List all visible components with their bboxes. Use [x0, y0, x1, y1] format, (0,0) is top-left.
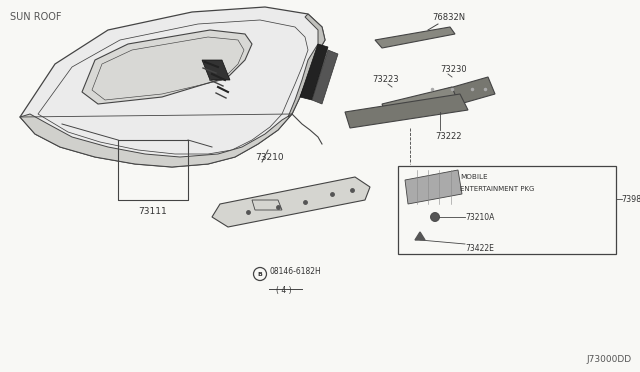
Text: ( 4 ): ( 4 )	[276, 286, 292, 295]
Polygon shape	[288, 14, 325, 117]
Text: 73210: 73210	[255, 153, 284, 162]
Polygon shape	[20, 7, 325, 167]
Text: 73223: 73223	[372, 75, 399, 84]
Text: MOBILE: MOBILE	[460, 174, 488, 180]
Polygon shape	[312, 50, 338, 104]
Polygon shape	[418, 77, 495, 114]
Text: 73422E: 73422E	[465, 244, 494, 253]
Text: 73980U: 73980U	[621, 195, 640, 204]
Polygon shape	[405, 170, 462, 204]
Text: ENTERTAINMENT PKG: ENTERTAINMENT PKG	[460, 186, 534, 192]
Text: 76832N: 76832N	[432, 13, 465, 22]
Polygon shape	[20, 114, 292, 167]
Text: B: B	[257, 272, 262, 276]
Polygon shape	[300, 44, 328, 100]
Text: J73000DD: J73000DD	[587, 355, 632, 364]
Text: 73230: 73230	[440, 65, 467, 74]
Polygon shape	[415, 232, 425, 240]
Text: 73210A: 73210A	[465, 212, 494, 221]
Polygon shape	[375, 27, 455, 48]
Polygon shape	[382, 87, 458, 120]
Text: 08146-6182H: 08146-6182H	[269, 266, 321, 276]
Polygon shape	[345, 94, 468, 128]
Polygon shape	[202, 60, 230, 80]
Text: 73111: 73111	[138, 207, 167, 216]
Polygon shape	[212, 177, 370, 227]
Text: SUN ROOF: SUN ROOF	[10, 12, 61, 22]
Text: 73222: 73222	[435, 132, 461, 141]
Polygon shape	[82, 30, 252, 104]
Circle shape	[431, 212, 440, 221]
